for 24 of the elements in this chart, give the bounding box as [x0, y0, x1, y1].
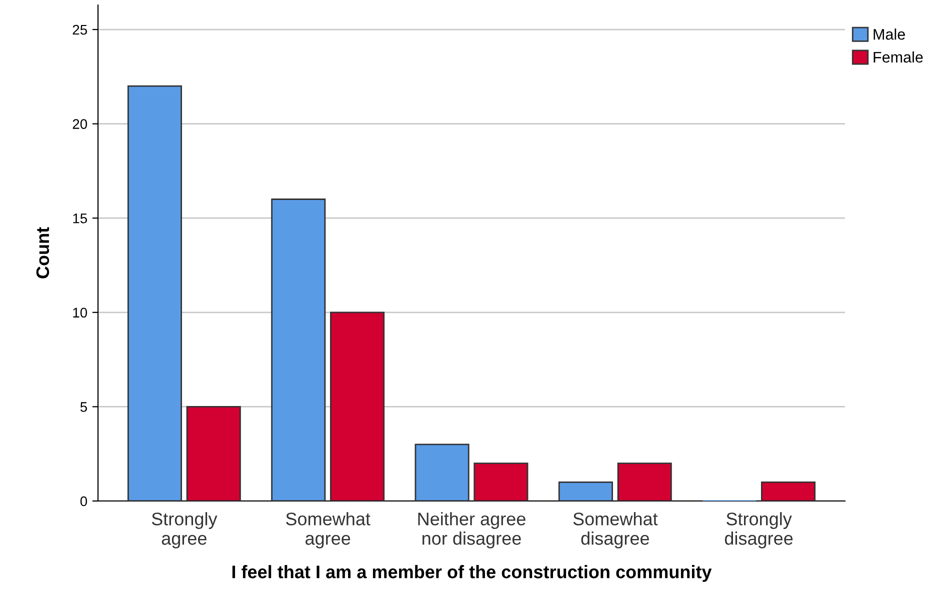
bar	[330, 312, 385, 501]
bar	[186, 406, 241, 501]
bar	[271, 198, 326, 501]
y-tick-label: 5	[80, 402, 87, 412]
bar	[127, 85, 182, 501]
x-tick-label: Strongly agree	[152, 512, 218, 548]
bar	[474, 462, 528, 501]
y-axis-title: Count	[36, 227, 50, 278]
x-tick-label: Strongly disagree	[724, 512, 793, 548]
x-axis-title: I feel that I am a member of the construction community	[232, 565, 712, 582]
y-tick-label: 15	[73, 214, 88, 224]
bar	[558, 481, 613, 501]
bar	[617, 462, 672, 501]
x-tick-label: Somewhat disagree	[573, 512, 658, 548]
y-tick-label: 25	[72, 24, 88, 35]
bar	[414, 444, 470, 501]
x-tick-label: Somewhat agree	[286, 512, 370, 548]
legend-label: Female	[874, 51, 923, 63]
y-tick-label: 20	[72, 119, 88, 129]
bar	[760, 481, 816, 501]
y-tick-label: 10	[73, 308, 88, 318]
x-tick-label: Neither agree nor disagree	[418, 512, 526, 548]
legend-label: Male	[874, 28, 905, 40]
y-tick-label: 0	[80, 496, 88, 506]
